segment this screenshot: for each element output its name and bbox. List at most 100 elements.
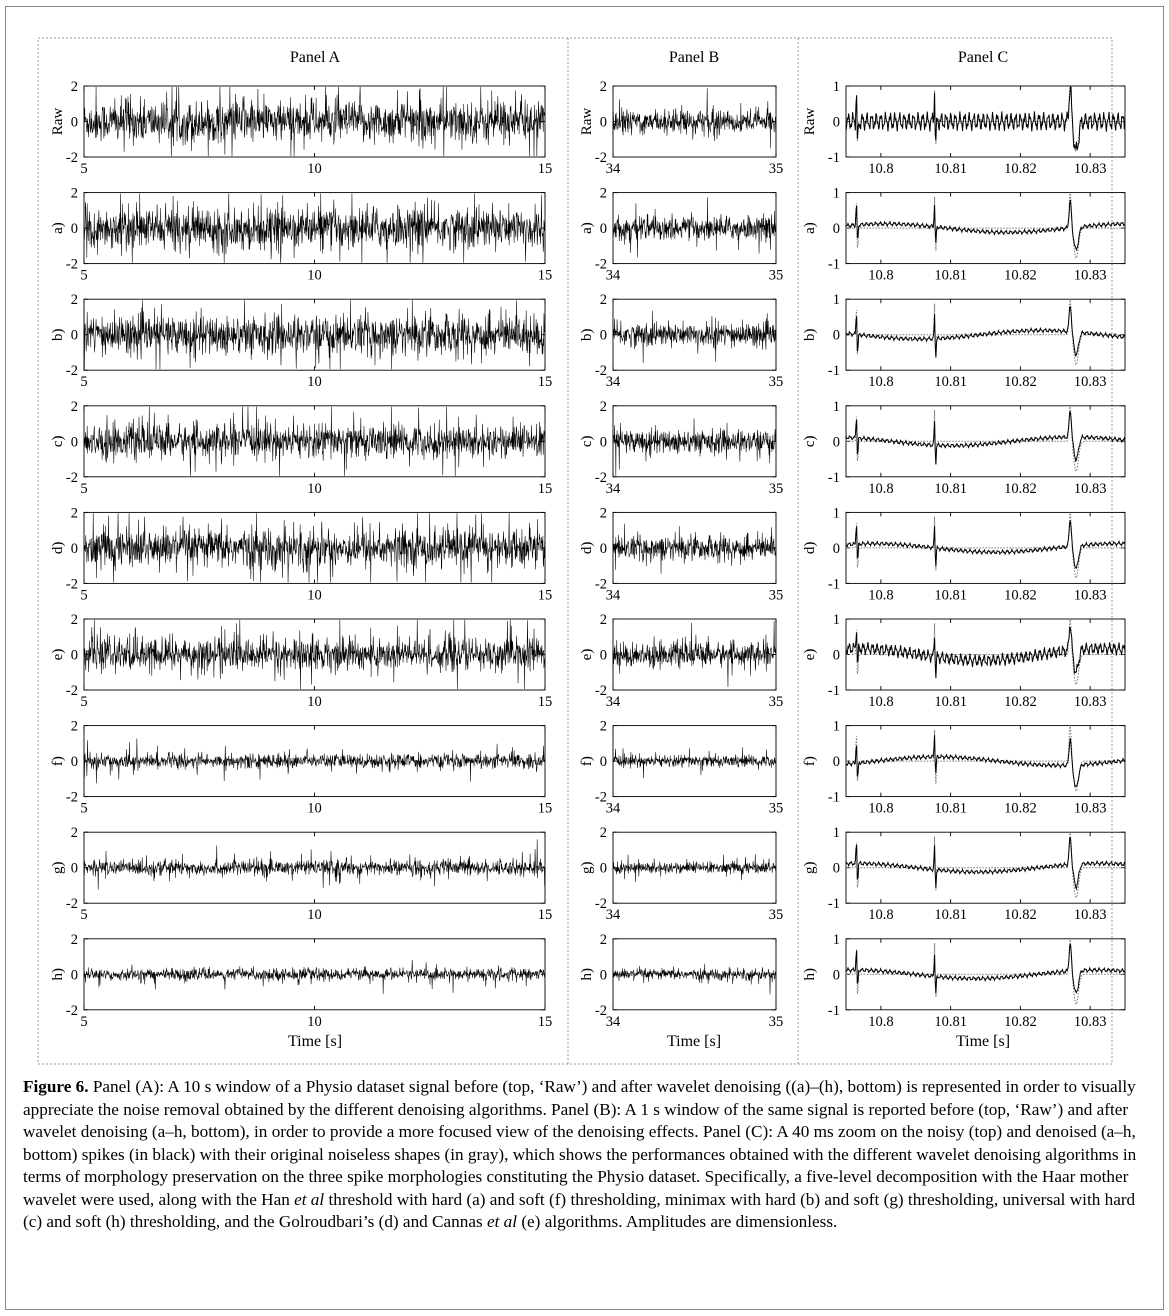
row-label: f) (50, 756, 66, 766)
row-label: f) (579, 756, 595, 766)
y-tick-label: -2 (595, 363, 607, 379)
y-tick-label: 1 (833, 719, 840, 735)
row-label: g) (802, 861, 818, 874)
panel-a-row-2 (83, 298, 546, 371)
row-label: Raw (579, 108, 595, 136)
y-tick-label: -1 (828, 576, 840, 592)
panel-b-row-5 (612, 618, 777, 691)
x-tick-label: 10.82 (1004, 268, 1037, 284)
y-tick-label: -2 (595, 683, 607, 699)
denoised-spike-trace (845, 85, 1126, 151)
panel-c-row-6 (845, 725, 1126, 798)
x-tick-label: 34 (606, 1014, 621, 1030)
denoised-spike-trace (845, 520, 1126, 569)
x-tick-label: 5 (80, 374, 87, 390)
y-tick-label: -2 (595, 470, 607, 486)
x-tick-label: 15 (538, 374, 553, 390)
x-tick-label: 10.82 (1004, 587, 1037, 603)
x-tick-label: 10.81 (934, 1014, 967, 1030)
x-tick-label: 10.82 (1004, 161, 1037, 177)
x-tick-label: 5 (80, 268, 87, 284)
y-tick-label: -1 (828, 150, 840, 166)
signal-trace (612, 747, 777, 779)
panel-c-row-0 (845, 85, 1126, 158)
y-tick-label: 0 (600, 861, 607, 877)
x-tick-label: 5 (80, 801, 87, 817)
x-tick-label: 10.81 (934, 801, 967, 817)
panel-b-row-1 (612, 192, 777, 265)
y-tick-label: -2 (66, 1003, 78, 1019)
caption-label: Figure 6. (23, 1077, 89, 1096)
x-tick-label: 10.8 (868, 801, 893, 817)
x-tick-label: 10.83 (1074, 374, 1107, 390)
y-tick-label: 0 (600, 754, 607, 770)
x-tick-label: 10 (307, 161, 322, 177)
figure-caption: Figure 6. Panel (A): A 10 s window of a … (23, 1076, 1143, 1234)
row-label: h) (579, 968, 595, 981)
signal-trace (612, 963, 777, 995)
y-tick-label: -2 (595, 257, 607, 273)
x-tick-label: 34 (606, 481, 621, 497)
x-tick-label: 5 (80, 907, 87, 923)
x-tick-label: 35 (769, 907, 784, 923)
true-spike-trace (846, 619, 1125, 686)
row-label: Raw (802, 108, 818, 136)
y-tick-label: 1 (833, 79, 840, 95)
row-label: g) (50, 861, 66, 874)
caption-text-4: (e) algorithms. Amplitudes are dimension… (517, 1212, 838, 1231)
panel-c-row-1 (845, 192, 1126, 265)
x-tick-label: 35 (769, 1014, 784, 1030)
caption-text-0: Panel (A): A 10 s window of a Physio dat… (23, 1077, 1137, 1209)
row-label: b) (802, 328, 818, 341)
x-tick-label: 15 (538, 161, 553, 177)
y-tick-label: 2 (71, 399, 78, 415)
x-tick-label: 34 (606, 161, 621, 177)
caption-text-2: threshold with hard (a) and soft (f) thr… (23, 1189, 1136, 1232)
x-tick-label: 10.8 (868, 1014, 893, 1030)
y-tick-label: 0 (600, 541, 607, 557)
x-tick-label: 5 (80, 694, 87, 710)
x-tick-label: 10.83 (1074, 268, 1107, 284)
panel-b-row-2 (612, 298, 777, 371)
panel-c-row-3 (845, 405, 1126, 478)
y-tick-label: 2 (600, 825, 607, 841)
x-tick-label: 10.83 (1074, 694, 1107, 710)
y-tick-label: -1 (828, 1003, 840, 1019)
x-tick-label: 10.81 (934, 268, 967, 284)
figure-frame (5, 6, 1164, 1310)
x-tick-label: 10.8 (868, 268, 893, 284)
panel-a-row-1 (83, 192, 546, 265)
denoised-spike-trace (845, 306, 1126, 358)
y-tick-label: 1 (833, 932, 840, 948)
x-tick-label: 10 (307, 1014, 322, 1030)
panel-c-row-8 (845, 938, 1126, 1011)
row-label: c) (802, 435, 818, 447)
y-tick-label: -1 (828, 470, 840, 486)
panel-b-row-6 (612, 725, 777, 798)
y-tick-label: 2 (600, 79, 607, 95)
y-tick-label: 2 (600, 292, 607, 308)
y-tick-label: 0 (600, 967, 607, 983)
y-tick-label: -1 (828, 896, 840, 912)
panel-c-title: Panel C (958, 49, 1008, 66)
signal-trace (612, 523, 777, 574)
row-label: a) (579, 222, 595, 234)
x-tick-label: 10.83 (1074, 801, 1107, 817)
x-tick-label: 10.8 (868, 481, 893, 497)
y-tick-label: 0 (833, 115, 840, 131)
y-tick-label: 2 (71, 612, 78, 628)
row-label: a) (50, 222, 66, 234)
y-tick-label: 2 (71, 505, 78, 521)
x-tick-label: 15 (538, 1014, 553, 1030)
row-label: g) (579, 861, 595, 874)
panel-b-row-0 (612, 85, 777, 158)
x-tick-label: 10.8 (868, 161, 893, 177)
x-tick-label: 10.82 (1004, 694, 1037, 710)
x-tick-label: 35 (769, 481, 784, 497)
x-tick-label: 34 (606, 268, 621, 284)
signal-trace (83, 513, 546, 583)
x-tick-label: 35 (769, 161, 784, 177)
row-label: Raw (50, 108, 66, 136)
y-tick-label: 2 (71, 79, 78, 95)
signal-trace (612, 418, 777, 476)
